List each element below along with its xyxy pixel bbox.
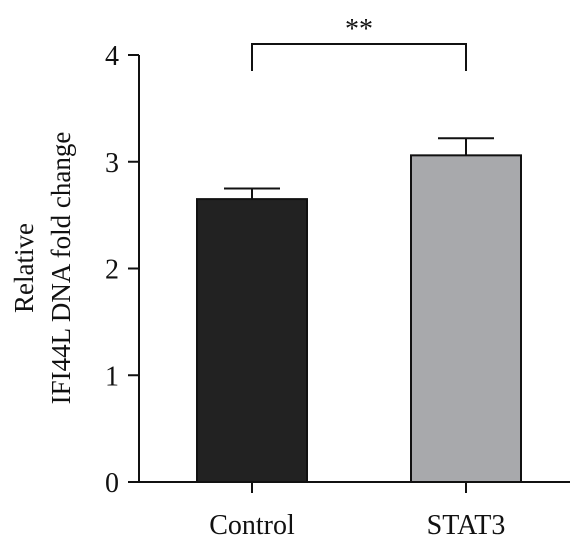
x-tick-label-control: Control (209, 510, 295, 541)
bar-control (196, 198, 308, 484)
significance-annotation: ** (251, 14, 467, 71)
x-axis-ticks: Control STAT3 (209, 482, 505, 541)
y-tick-label-3: 3 (105, 148, 119, 179)
y-tick-label-2: 2 (105, 255, 119, 286)
significance-bracket (251, 43, 467, 71)
y-axis-title-line-2: IFI44L DNA fold change (46, 132, 76, 405)
y-tick-label-1: 1 (105, 361, 119, 392)
y-axis-title: Relative IFI44L DNA fold change (9, 132, 76, 405)
x-tick-label-stat3: STAT3 (427, 510, 506, 541)
bars-group (196, 137, 522, 484)
y-axis-title-line-1: Relative (9, 223, 39, 313)
significance-label: ** (345, 14, 373, 45)
bar-stat3 (410, 154, 522, 483)
y-tick-label-4: 4 (105, 41, 119, 72)
y-axis-ticks: 0 1 2 3 4 (105, 41, 139, 499)
y-tick-label-0: 0 (105, 468, 119, 499)
